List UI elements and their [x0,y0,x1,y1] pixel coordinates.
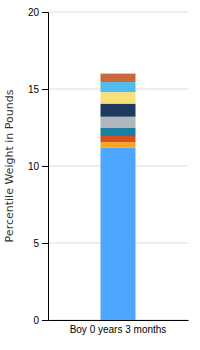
grid-line [48,12,188,13]
x-tick: Boy 0 years 3 months [70,324,167,335]
bar-segment [101,82,136,92]
x-axis-line [49,320,189,321]
x-axis: Boy 0 years 3 months [49,321,189,336]
y-tick: 15 [28,84,48,95]
plot: 0 5 10 15 20 Boy 0 years 3 months [28,7,189,335]
y-tick: 5 [33,238,48,249]
bar-segment [101,117,136,128]
y-axis: 0 5 10 15 20 [28,7,49,326]
bar-segment [101,92,136,104]
y-tick-label: 10 [28,161,40,172]
grid [48,12,188,320]
y-tick-label: 0 [33,315,39,326]
series [101,104,136,117]
y-tick-label: 5 [33,238,39,249]
bar-segment [101,104,136,117]
y-tick-mark [42,320,48,321]
bars [101,74,136,320]
bar-segment [101,148,136,320]
x-tick-label: Boy 0 years 3 months [70,324,167,335]
y-tick: 0 [33,315,48,326]
bar-segment [101,142,136,147]
series [101,92,136,104]
series [101,74,136,82]
y-tick: 20 [28,7,48,18]
y-tick-label: 15 [28,84,40,95]
y-tick-label: 20 [28,7,40,18]
y-tick-mark [42,243,48,244]
series [101,136,136,142]
y-tick-mark [42,12,48,13]
y-tick-mark [42,166,48,167]
series [101,82,136,92]
series [101,128,136,136]
bar-segment [101,74,136,82]
series [101,142,136,147]
series [101,117,136,128]
series [101,148,136,320]
y-axis-title: Percentile Weight in Pounds [3,89,16,242]
bar-segment [101,128,136,136]
y-axis-line [42,13,49,321]
bar-segment [101,136,136,142]
y-tick: 10 [28,161,48,172]
chart: 0 5 10 15 20 Boy 0 years 3 months Percentile W… [0,0,200,350]
y-tick-mark [42,89,48,90]
